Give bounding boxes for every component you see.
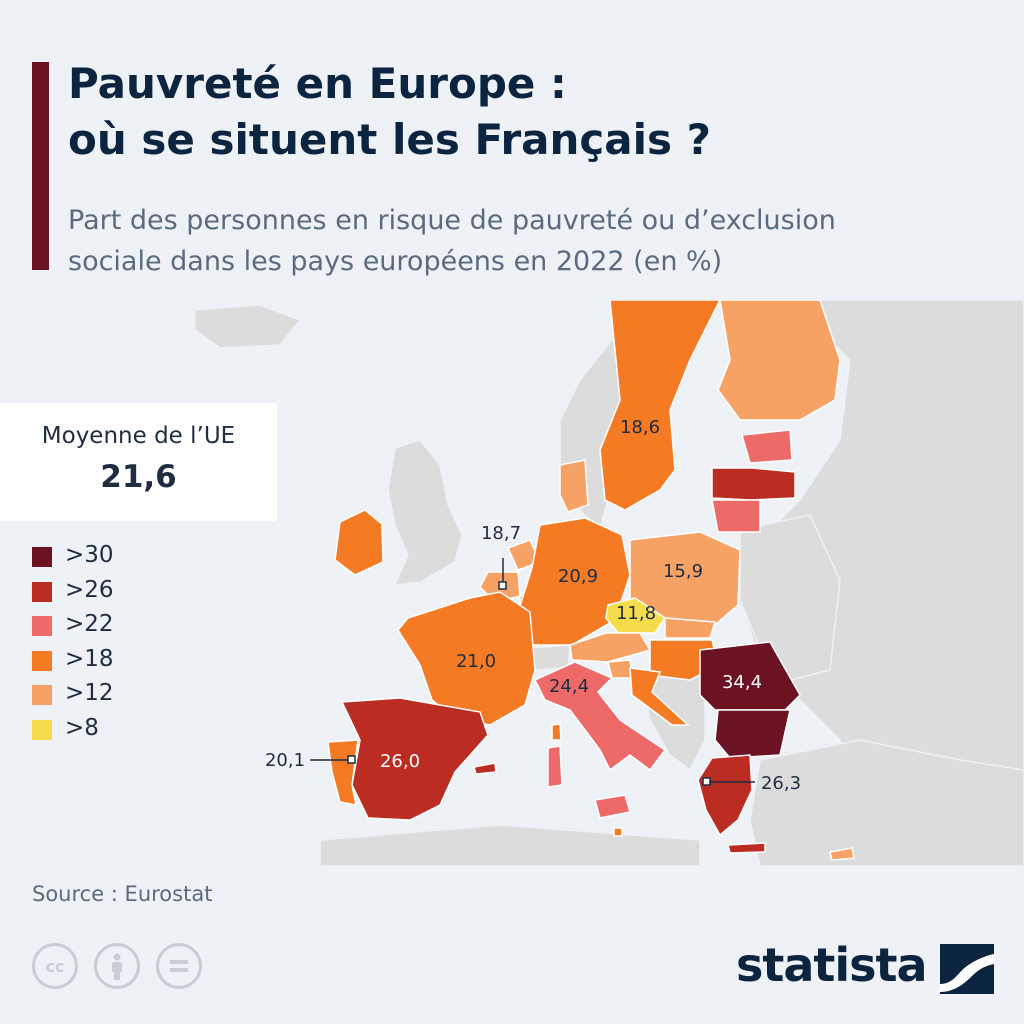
leader-marker-greece — [702, 777, 711, 786]
value-label-greece: 26,3 — [761, 773, 801, 794]
value-label-romania: 34,4 — [722, 672, 762, 693]
country-slovenia — [607, 659, 633, 679]
europe-map-svg: 18,6 18,7 20,9 15,9 11,8 21,0 24,4 34,4 … — [194, 300, 1024, 866]
great-britain-region — [387, 439, 463, 586]
eu-average-value: 21,6 — [100, 459, 177, 495]
value-label-germany: 20,9 — [558, 566, 598, 587]
subtitle-line-1: Part des personnes en risque de pauvreté… — [68, 205, 836, 236]
legend-swatch — [32, 650, 52, 671]
eu-average-label: Moyenne de l’UE — [41, 423, 236, 449]
value-label-belgium: 18,7 — [481, 523, 521, 544]
statista-logo-icon[interactable] — [940, 944, 994, 994]
country-balearic — [473, 762, 497, 775]
value-label-sweden: 18,6 — [620, 417, 660, 438]
creative-commons-icon[interactable]: cc — [32, 943, 78, 989]
country-croatia — [629, 667, 690, 726]
legend-label: >22 — [65, 611, 114, 637]
country-germany — [519, 517, 631, 646]
legend-label: >26 — [65, 576, 114, 603]
country-finland — [717, 300, 841, 421]
value-label-czechia: 11,8 — [616, 603, 656, 624]
leader-marker-belgium — [498, 581, 507, 590]
attribution-icon[interactable] — [94, 943, 140, 989]
leader-marker-portugal — [347, 755, 356, 764]
country-crete — [727, 842, 766, 854]
legend-label: >12 — [65, 680, 114, 706]
country-portugal — [327, 739, 359, 806]
country-sardinia — [547, 745, 563, 788]
value-label-spain: 26,0 — [380, 751, 420, 772]
subtitle-line-2: sociale dans les pays européens en 2022 … — [68, 246, 723, 277]
country-corsica — [551, 723, 562, 741]
turkey-region — [749, 739, 1024, 866]
country-cyprus — [829, 847, 855, 861]
europe-map: 18,6 18,7 20,9 15,9 11,8 21,0 24,4 34,4 … — [0, 300, 1024, 866]
country-czechia — [605, 597, 667, 634]
value-labels: 18,6 18,7 20,9 15,9 11,8 21,0 24,4 34,4 … — [265, 417, 801, 794]
value-label-poland: 15,9 — [663, 561, 703, 582]
svg-text:cc: cc — [46, 957, 65, 976]
country-sweden — [599, 300, 721, 511]
no-derivatives-icon[interactable] — [156, 943, 202, 989]
chart-title: Pauvreté en Europe : où se situent les F… — [68, 56, 1008, 168]
legend-label: >30 — [65, 542, 114, 568]
iceland-region — [194, 304, 302, 349]
country-italy — [533, 661, 667, 772]
legend-label: >18 — [65, 645, 114, 672]
ukraine-belarus-region — [739, 514, 841, 681]
country-slovakia — [664, 617, 716, 639]
country-estonia — [741, 429, 793, 464]
legend-swatch — [32, 581, 52, 602]
country-greece — [697, 754, 753, 837]
legend-swatch — [32, 719, 52, 740]
leader-lines — [310, 558, 755, 786]
source-note: Source : Eurostat — [32, 882, 213, 906]
non-eu-land — [194, 300, 1024, 866]
statista-wordmark[interactable]: statista — [736, 938, 928, 992]
country-denmark — [559, 459, 589, 513]
legend-swatch — [32, 547, 52, 567]
value-label-italy: 24,4 — [549, 676, 589, 697]
north-africa-region — [319, 824, 701, 866]
country-malta — [613, 827, 623, 837]
title-line-1: Pauvreté en Europe : — [68, 59, 567, 108]
country-ireland — [334, 509, 384, 576]
chart-subtitle: Part des personnes en risque de pauvreté… — [68, 200, 1008, 282]
country-france — [397, 591, 536, 726]
title-line-2: où se situent les Français ? — [68, 115, 712, 164]
eu-countries — [327, 300, 855, 861]
country-bulgaria — [714, 709, 791, 759]
value-label-france: 21,0 — [456, 651, 496, 672]
country-lithuania — [711, 499, 761, 533]
title-accent-bar — [32, 62, 49, 270]
eu-average-card: Moyenne de l’UE 21,6 — [0, 403, 277, 521]
country-sicily — [594, 794, 631, 819]
legend-swatch — [32, 685, 52, 705]
legend-label: >8 — [65, 714, 99, 741]
value-label-portugal: 20,1 — [265, 750, 305, 771]
country-latvia — [711, 467, 796, 501]
legend-swatch — [32, 616, 52, 636]
